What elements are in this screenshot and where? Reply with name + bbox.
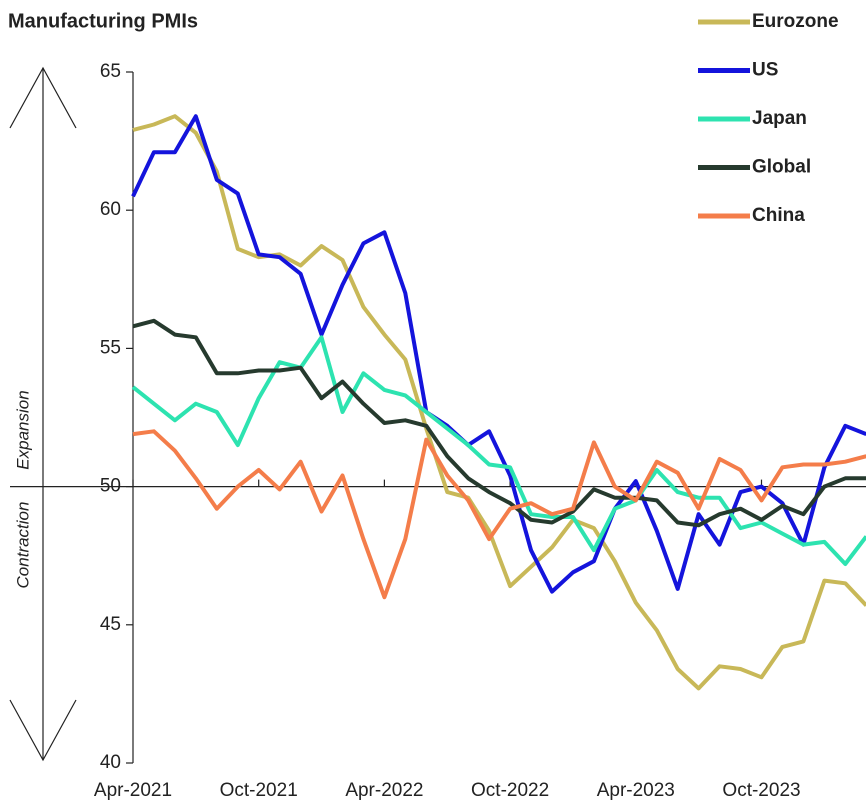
y-tick-label: 65: [100, 61, 121, 82]
y-tick-label: 60: [100, 199, 121, 220]
expansion-contraction-arrow: [9, 66, 77, 762]
x-tick-label: Apr-2022: [345, 780, 423, 801]
legend-label: Japan: [752, 108, 807, 129]
legend-label: Eurozone: [752, 11, 839, 32]
legend-label: Global: [752, 157, 811, 178]
x-tick-label: Oct-2023: [722, 780, 800, 801]
legend-label: US: [752, 60, 778, 81]
series-line: [132, 318, 866, 528]
annotation: Contraction: [13, 502, 32, 589]
series-line: [132, 429, 866, 600]
annotation: Expansion: [13, 390, 32, 469]
chart-title: Manufacturing PMIs: [8, 10, 198, 32]
y-tick-label: 55: [100, 337, 121, 358]
x-tick-label: Oct-2022: [471, 780, 549, 801]
series-line: [131, 335, 866, 566]
x-tick-label: Apr-2023: [597, 780, 675, 801]
x-tick-label: Oct-2021: [220, 780, 298, 801]
series-line: [131, 114, 866, 594]
legend-label: China: [752, 205, 805, 226]
y-tick-label: 45: [100, 614, 121, 635]
x-tick-label: Apr-2021: [94, 780, 172, 801]
y-tick-label: 40: [100, 752, 121, 773]
series-line: [132, 114, 866, 691]
